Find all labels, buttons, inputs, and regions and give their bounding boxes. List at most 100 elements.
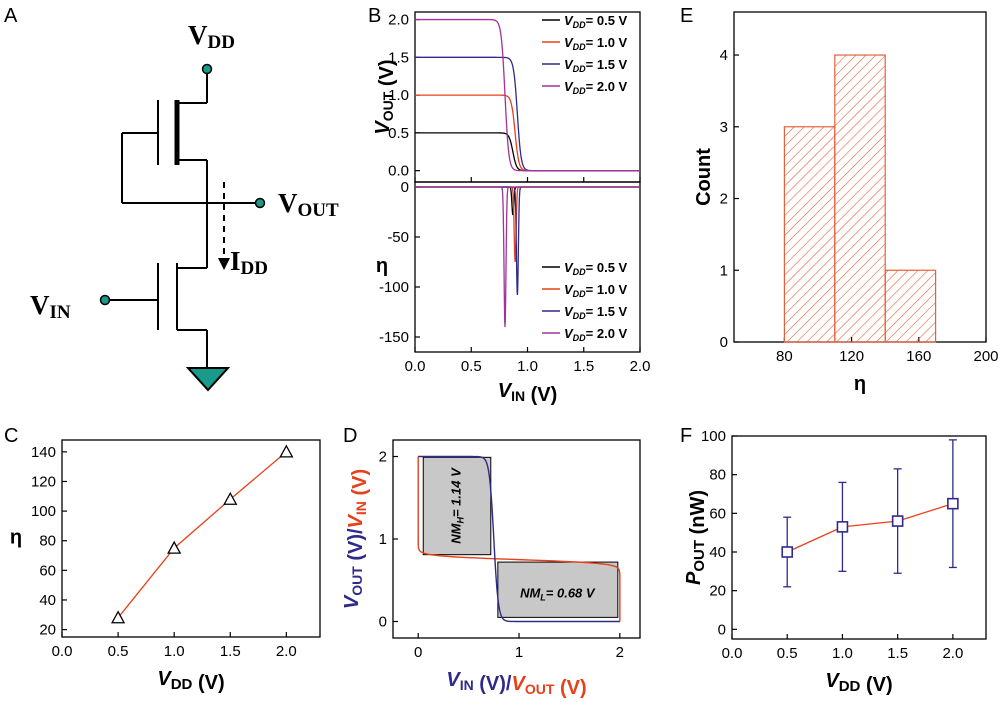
vout-terminal [254,197,266,209]
panel-c-gain-vs-vdd: 0.0 0.5 1.0 1.5 2.0 20 40 60 80 100 120 140 η VDD (V) [10,439,321,694]
y-tick-label: -100 [379,279,409,296]
power-point [947,497,959,510]
panel-label-d: D [343,425,357,447]
y-tick-label: 2.0 [388,12,409,29]
x-tick-label: 0.5 [777,645,798,662]
x-axis-label: VIN (V)/VOUT (V) [446,669,586,699]
y-tick-label: 100 [31,503,56,520]
nml-box [497,561,619,618]
y-axis-label: VOUT (V)/VIN (V) [341,469,371,609]
x-tick-label: 200 [973,348,998,365]
x-tick-label: 0.5 [108,643,129,660]
vout-curve [415,56,640,172]
vout-curve [415,18,640,172]
vin-label: VIN [30,290,71,323]
panel-label-f: F [680,425,692,447]
panel-b-transfer-curves: 0.0 0.5 1.0 1.5 2.0 VDD= 0.5 V VDD= 1.0 V VDD= … [372,11,641,183]
x-tick-label: 2.0 [630,358,651,375]
x-tick-label: 0 [414,644,422,661]
y-tick-label: 60 [709,505,726,522]
x-tick-label: 1.5 [220,643,241,660]
power-point [836,521,849,533]
x-tick-label: 2 [616,644,624,661]
y-tick-label: 0 [720,334,728,351]
power-line [786,503,954,553]
x-tick-label: 1.5 [887,645,908,662]
nml-label: NML= 0.68 V [520,586,596,603]
y-tick-label: 0 [401,179,409,196]
idd-label: IDD [230,246,268,279]
panel-f-power-vs-vdd: 0.0 0.5 1.0 1.5 2.0 0 20 40 60 80 100 POUT (nW) VDD … [683,428,987,696]
y-tick-label: 60 [39,562,56,579]
panel-label-a: A [4,5,18,27]
legend-entry: VDD= 1.5 V [564,304,628,321]
panel-d-noise-margin: 0 1 2 0 1 2 NMH= 1.14 V NML= 0.68 V VOUT (V)/VIN… [341,439,641,699]
histogram-bar [884,269,937,343]
y-tick-label: 100 [701,428,726,445]
vin-terminal [99,294,111,306]
y-tick-label: 140 [31,444,56,461]
histogram-bar [783,126,836,343]
x-tick-label: 80 [776,348,793,365]
y-tick-label: 0 [718,621,726,638]
x-tick-label: 2.0 [276,643,297,660]
vdd-terminal [201,63,213,75]
y-tick-label: 0 [379,614,387,631]
x-tick-label: 1.0 [832,645,853,662]
vdd-label: VDD [188,20,235,53]
power-point [781,546,794,558]
vout-vs-vin-curve [418,455,620,623]
y-tick-label: 3 [720,119,728,136]
y-tick-label: 4 [720,47,728,64]
legend-entry: VDD= 1.0 V [564,35,628,52]
gain-point [223,491,238,505]
legend-entry: VDD= 1.0 V [564,282,628,299]
gain-point [279,444,294,458]
idd-arrowhead-icon [218,258,230,270]
x-tick-label: 1 [515,644,523,661]
plot-frame [731,435,987,640]
y-tick-label: -50 [387,229,409,246]
y-tick-label: 1.5 [388,49,409,66]
panel-b-gain-curves: 0.0 0.5 1.0 1.5 2.0 0 -50 -100 -150 VDD= 0.5 V VDD… [376,179,651,406]
gain-curve [415,186,640,216]
gain-point [110,610,126,624]
plot-frame [61,439,321,638]
x-tick-label: 0.5 [461,358,482,375]
x-tick-label: 2.0 [942,645,963,662]
gain-point [167,540,182,554]
x-tick-label: 120 [839,348,864,365]
y-tick-label: 1.0 [388,87,409,104]
panel-label-e: E [680,5,693,27]
y-tick-label: -150 [379,329,409,346]
x-axis-label: VDD (V) [825,670,892,696]
y-axis-label: η [10,527,22,549]
x-axis-label: VDD (V) [157,668,224,694]
y-axis-label: Count [693,148,715,206]
ground-icon [185,367,231,392]
gain-curve [415,186,640,263]
y-tick-label: 40 [39,592,56,609]
y-tick-label: 0.0 [388,163,409,180]
legend-entry: VDD= 2.0 V [564,326,628,343]
x-tick-label: 160 [906,348,931,365]
y-tick-label: 80 [709,467,726,484]
y-tick-label: 120 [31,473,56,490]
x-tick-label: 1.5 [573,358,594,375]
y-axis-label: η [376,255,388,277]
power-point [891,515,904,527]
y-tick-label: 40 [709,544,726,561]
panel-label-b: B [368,5,381,27]
gain-curve [415,186,640,296]
legend-entry: VDD= 0.5 V [564,260,628,277]
y-axis-label: POUT (nW) [683,490,709,585]
vout-label: VOUT [278,188,339,221]
x-tick-label: 0.0 [722,645,743,662]
panel-label-c: C [4,425,18,447]
nmh-label: NMH= 1.14 V [449,467,466,544]
y-tick-label: 20 [39,622,56,639]
y-axis-label: VOUT (V) [372,59,398,134]
inverter-circuit-diagram [105,70,260,368]
legend-entry: VDD= 2.0 V [564,79,628,96]
